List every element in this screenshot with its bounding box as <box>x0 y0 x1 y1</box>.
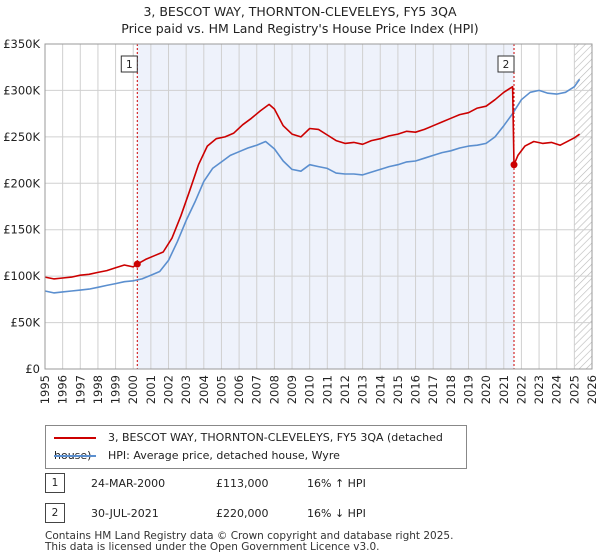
y-tick-label: £50K <box>11 316 41 330</box>
footer-copyright: Contains HM Land Registry data © Crown c… <box>45 530 454 542</box>
x-tick-label: 2024 <box>550 375 564 404</box>
legend: 3, BESCOT WAY, THORNTON-CLEVELEYS, FY5 3… <box>45 425 467 469</box>
x-tick-label: 2006 <box>232 375 246 404</box>
y-tick-label: £250K <box>3 130 40 144</box>
chart-area: £0 £50K £100K £150K £200K £250K £300K £350K 1995… <box>3 37 599 404</box>
x-tick-label: 2025 <box>567 375 581 404</box>
x-tick-label: 2010 <box>303 375 317 404</box>
y-tick-label: £300K <box>3 83 40 97</box>
chart-title: 3, BESCOT WAY, THORNTON-CLEVELEYS, FY5 3… <box>143 4 457 19</box>
transaction-price: £220,000 <box>216 507 269 520</box>
y-tick-label: £350K <box>3 37 40 51</box>
sale-label-box <box>497 55 515 73</box>
forecast-hatch <box>574 44 592 369</box>
transaction-row: 2 30-JUL-2021 £220,000 16% ↓ HPI <box>45 503 465 523</box>
sale-label-box <box>120 55 138 73</box>
x-tick-label: 2026 <box>585 375 599 404</box>
transaction-date: 24-MAR-2000 <box>91 477 166 490</box>
x-tick-label: 2005 <box>214 375 228 404</box>
sale-marker <box>510 161 518 169</box>
legend-swatch-hpi <box>54 455 96 457</box>
y-tick-label: £200K <box>3 176 40 190</box>
footer: Contains HM Land Registry data © Crown c… <box>45 531 453 553</box>
chart-subtitle: Price paid vs. HM Land Registry's House … <box>121 21 479 36</box>
legend-swatch-property <box>54 437 96 439</box>
x-tick-label: 1997 <box>73 375 87 404</box>
x-tick-label: 2023 <box>532 375 546 404</box>
x-tick-label: 2016 <box>409 375 423 404</box>
plot-frame <box>44 43 593 370</box>
transaction-marker: 1 <box>45 473 65 493</box>
x-tick-label: 2017 <box>426 375 440 404</box>
sale-label: 2 <box>503 59 510 71</box>
x-tick-label: 1998 <box>91 375 105 404</box>
legend-label-hpi: HPI: Average price, detached house, Wyre <box>108 449 340 462</box>
x-tick-label: 2009 <box>285 375 299 404</box>
legend-item-hpi: HPI: Average price, detached house, Wyre <box>54 447 340 465</box>
sale-marker <box>133 260 141 268</box>
x-tick-label: 2007 <box>250 375 264 404</box>
x-tick-label: 2004 <box>197 375 211 404</box>
x-tick-label: 2021 <box>497 375 511 404</box>
x-tick-label: 2014 <box>373 375 387 404</box>
x-tick-label: 2015 <box>391 375 405 404</box>
x-tick-label: 2013 <box>356 375 370 404</box>
x-tick-label: 1995 <box>38 375 52 404</box>
transaction-row: 1 24-MAR-2000 £113,000 16% ↑ HPI <box>45 473 465 493</box>
y-tick-label: £100K <box>3 269 40 283</box>
y-tick-label: £0 <box>25 362 40 376</box>
x-tick-label: 2000 <box>126 375 140 404</box>
y-tick-label: £150K <box>3 223 40 237</box>
transaction-hpi: 16% ↑ HPI <box>307 477 366 490</box>
x-tick-label: 2012 <box>338 375 352 404</box>
transaction-hpi: 16% ↓ HPI <box>307 507 366 520</box>
x-tick-label: 2022 <box>514 375 528 404</box>
transaction-date: 30-JUL-2021 <box>91 507 159 520</box>
x-tick-label: 1996 <box>56 375 70 404</box>
x-tick-label: 1999 <box>109 375 123 404</box>
x-tick-label: 2018 <box>444 375 458 404</box>
x-tick-label: 2020 <box>479 375 493 404</box>
footer-licence: This data is licensed under the Open Gov… <box>45 541 380 553</box>
legend-item-property: 3, BESCOT WAY, THORNTON-CLEVELEYS, FY5 3… <box>54 429 466 462</box>
transaction-marker: 2 <box>45 503 65 523</box>
sale-label: 1 <box>126 59 133 71</box>
x-tick-label: 2011 <box>320 375 334 404</box>
transaction-price: £113,000 <box>216 477 269 490</box>
x-tick-label: 2002 <box>162 375 176 404</box>
x-tick-label: 2003 <box>179 375 193 404</box>
x-tick-label: 2019 <box>461 375 475 404</box>
hpi-line <box>44 78 581 294</box>
x-tick-label: 2001 <box>144 375 158 404</box>
x-tick-label: 2008 <box>267 375 281 404</box>
ownership-shade <box>137 44 515 369</box>
